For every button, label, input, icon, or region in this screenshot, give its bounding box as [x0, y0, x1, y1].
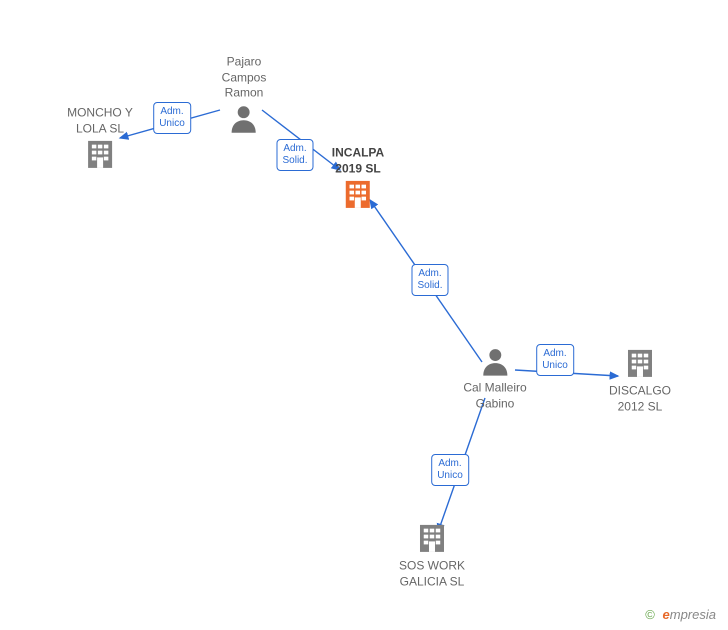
edge-label: Adm. Solid. — [276, 139, 313, 171]
node-label: Pajaro Campos Ramon — [222, 55, 267, 100]
edge-label: Adm. Solid. — [411, 264, 448, 296]
node-discalgo[interactable]: DISCALGO 2012 SL — [609, 345, 671, 414]
node-pajaro[interactable]: Pajaro Campos Ramon — [222, 55, 267, 138]
brand-rest: mpresia — [670, 607, 716, 622]
edge-label: Adm. Unico — [153, 102, 191, 134]
copyright-symbol: © — [645, 607, 655, 622]
node-label: SOS WORK GALICIA SL — [399, 558, 465, 588]
node-label: MONCHO Y LOLA SL — [67, 105, 133, 135]
node-label: Cal Malleiro Gabino — [463, 380, 526, 410]
person-icon — [463, 344, 526, 378]
node-calmalleiro[interactable]: Cal Malleiro Gabino — [463, 344, 526, 411]
node-label: DISCALGO 2012 SL — [609, 383, 671, 413]
brand-first-letter: e — [663, 607, 670, 622]
person-icon — [222, 101, 267, 135]
company-icon — [609, 345, 671, 381]
node-label: INCALPA 2019 SL — [332, 145, 384, 175]
node-moncho[interactable]: MONCHO Y LOLA SL — [67, 105, 133, 174]
diagram-canvas: Pajaro Campos Ramon MONCHO Y LOLA SL INC… — [0, 0, 728, 630]
edge-label: Adm. Unico — [431, 454, 469, 486]
watermark: © empresia — [645, 607, 716, 622]
edges-layer — [0, 0, 728, 630]
node-incalpa[interactable]: INCALPA 2019 SL — [332, 145, 384, 214]
company-icon — [67, 137, 133, 173]
company-icon — [332, 177, 384, 213]
company-icon — [399, 520, 465, 556]
edge-label: Adm. Unico — [536, 344, 574, 376]
node-soswork[interactable]: SOS WORK GALICIA SL — [399, 520, 465, 589]
